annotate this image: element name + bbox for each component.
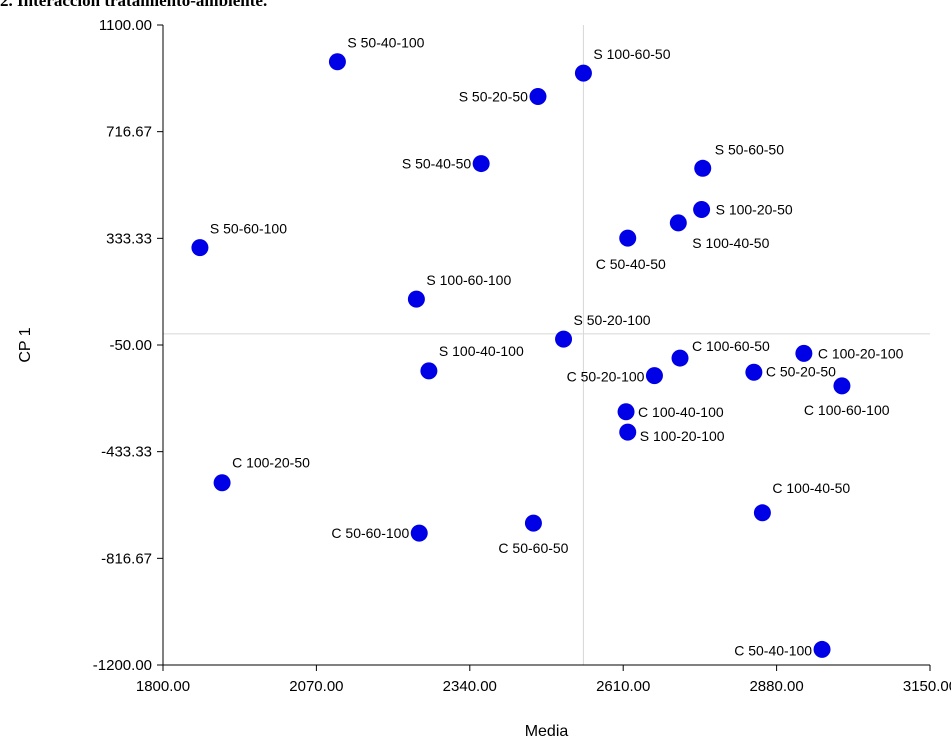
data-point-label: C 50-60-100	[331, 525, 409, 541]
data-point	[671, 349, 689, 367]
data-point-label: C 100-60-100	[804, 402, 890, 418]
data-point	[555, 330, 573, 348]
y-tick-label: -1200.00	[93, 657, 152, 674]
data-point-label: S 100-20-50	[716, 201, 793, 217]
data-point-label: C 50-40-50	[596, 256, 666, 272]
data-point-label: C 100-40-50	[772, 480, 850, 496]
data-point	[833, 377, 851, 395]
y-axis-label: CP 1	[17, 327, 34, 362]
data-point	[669, 214, 687, 232]
y-axis-ticks: 1100.00 716.67 333.33 -50.00 -433.33 -816.67 -…	[93, 17, 163, 674]
data-point-label: S 100-60-50	[593, 46, 670, 62]
data-point-label: S 50-40-100	[347, 35, 424, 51]
data-point	[693, 200, 711, 218]
data-point	[619, 423, 637, 441]
data-point-label: S 50-60-100	[210, 221, 287, 237]
y-tick-label: -433.33	[101, 444, 152, 461]
data-point	[795, 344, 813, 362]
y-tick-label: 1100.00	[99, 17, 152, 34]
data-point-label: C 100-20-50	[232, 455, 310, 471]
reference-lines	[163, 25, 930, 665]
x-tick-label: 2880.00	[749, 678, 803, 695]
data-point	[574, 64, 592, 82]
data-point-label: C 100-40-100	[638, 404, 724, 420]
data-point	[213, 474, 231, 492]
data-point	[472, 155, 490, 173]
data-point	[410, 524, 428, 542]
data-point-label: C 50-60-50	[498, 540, 568, 556]
data-point-label: S 100-60-100	[426, 272, 511, 288]
data-point-label: C 100-20-100	[818, 345, 904, 361]
data-point	[619, 229, 637, 247]
data-point	[694, 159, 712, 177]
data-point-label: C 50-20-50	[766, 363, 836, 379]
data-point-label: C 50-40-100	[734, 642, 812, 658]
x-tick-label: 3150.00	[903, 678, 951, 695]
section-heading: 2. Interacción tratamiento-ambiente.	[0, 0, 268, 10]
data-point	[191, 239, 209, 257]
axes	[162, 25, 930, 666]
data-point-label: S 100-20-100	[640, 428, 725, 444]
data-point-label: S 100-40-100	[439, 343, 524, 359]
data-point	[813, 640, 831, 658]
data-point-label: C 100-60-50	[692, 338, 770, 354]
x-tick-label: 2070.00	[289, 678, 343, 695]
data-point	[753, 504, 771, 522]
data-point-labels: S 50-40-100 S 100-60-50 S 50-20-50 S 50-40-…	[210, 35, 904, 659]
x-tick-label: 2340.00	[443, 678, 497, 695]
y-tick-label: 716.67	[106, 124, 152, 141]
data-point-label: S 50-60-50	[715, 141, 784, 157]
data-points	[191, 53, 851, 658]
data-point	[328, 53, 346, 71]
data-point	[645, 367, 663, 385]
x-axis-label: Media	[525, 723, 569, 740]
y-tick-label: -816.67	[101, 550, 152, 567]
y-tick-label: -50.00	[109, 337, 152, 354]
data-point	[420, 362, 438, 380]
data-point-label: C 50-20-100	[567, 369, 645, 385]
data-point	[524, 514, 542, 532]
data-point-label: S 50-20-50	[459, 89, 528, 105]
data-point-label: S 50-40-50	[402, 156, 471, 172]
data-point	[407, 290, 425, 308]
x-axis-ticks: 1800.00 2070.00 2340.00 2610.00 2880.00 3150.…	[136, 665, 951, 695]
x-tick-label: 1800.00	[136, 678, 190, 695]
data-point	[745, 363, 763, 381]
data-point-label: S 100-40-50	[692, 235, 769, 251]
x-tick-label: 2610.00	[596, 678, 650, 695]
y-tick-label: 333.33	[106, 230, 152, 247]
data-point	[617, 403, 635, 421]
data-point	[529, 88, 547, 106]
data-point-label: S 50-20-100	[574, 312, 651, 328]
